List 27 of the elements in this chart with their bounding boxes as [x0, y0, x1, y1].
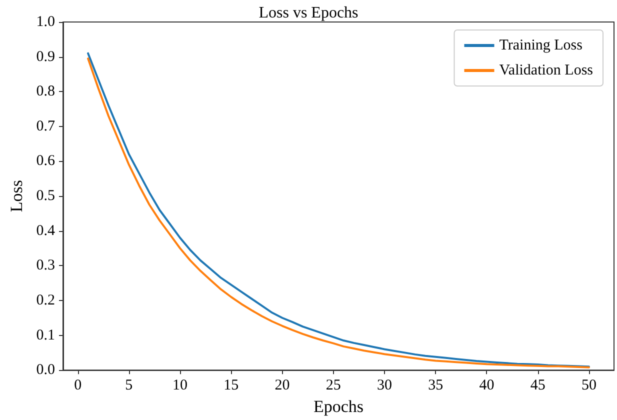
chart-title: Loss vs Epochs — [258, 4, 358, 22]
y-tick-label: 0.1 — [36, 327, 55, 344]
x-tick-label: 40 — [479, 378, 494, 394]
legend-label: Training Loss — [499, 38, 583, 54]
y-tick-label: 0.3 — [36, 258, 55, 274]
y-tick-label: 0.6 — [36, 153, 56, 170]
x-axis-title: Epochs — [313, 397, 364, 416]
x-tick-label: 10 — [172, 378, 188, 394]
legend-label: Validation Loss — [499, 62, 594, 78]
x-tick-label: 45 — [530, 378, 546, 394]
x-tick-label: 15 — [224, 378, 239, 394]
x-tick-label: 0 — [74, 378, 82, 394]
x-tick-label: 5 — [125, 378, 133, 394]
y-tick-label: 0.4 — [36, 222, 56, 239]
x-tick-label: 30 — [377, 378, 392, 394]
x-tick-label: 25 — [326, 378, 341, 394]
y-tick-label: 0.2 — [36, 292, 55, 308]
y-tick-label: 0.5 — [36, 188, 55, 204]
y-tick-label: 1.0 — [36, 14, 55, 30]
x-tick-label: 20 — [274, 378, 290, 394]
x-tick-label: 35 — [428, 378, 444, 394]
y-axis-title: Loss — [7, 180, 26, 212]
y-tick-label: 0.0 — [36, 362, 55, 378]
y-tick-label: 0.9 — [36, 48, 55, 65]
x-tick-label: 50 — [581, 378, 596, 394]
y-tick-label: 0.8 — [36, 84, 55, 100]
y-tick-label: 0.7 — [36, 118, 56, 134]
